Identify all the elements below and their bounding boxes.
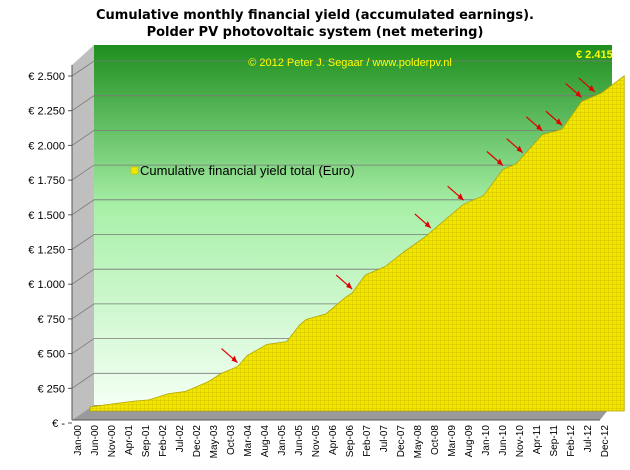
x-tick-label: Apr-01 xyxy=(124,425,135,455)
x-tick-label: May-08 xyxy=(413,425,424,459)
x-tick-label: Sep-11 xyxy=(549,425,560,457)
annotation-arrowhead xyxy=(536,123,543,131)
y-tick-label: € 250 xyxy=(37,383,65,395)
gridline xyxy=(71,60,612,77)
y-tick-label: € 750 xyxy=(37,314,65,326)
x-tick-label: Jul-12 xyxy=(583,425,594,453)
chart-title-line-1: Cumulative monthly financial yield (accu… xyxy=(95,8,534,23)
x-tick-label: Jul-02 xyxy=(175,425,186,453)
annotation-arrowhead xyxy=(516,145,523,153)
x-axis: Jan-00 Jun-00 Nov-00 Apr-01 Sep-01 Feb-02 Jul-… xyxy=(72,419,611,459)
y-tick-label: € 1.250 xyxy=(28,245,65,257)
y-tick-label: € 2.500 xyxy=(28,71,65,83)
x-tick-label: Mar-09 xyxy=(447,425,458,457)
x-tick-label: Aug-04 xyxy=(260,425,271,458)
annotation-arrowhead xyxy=(457,193,464,201)
x-tick-label: Oct-08 xyxy=(430,425,441,455)
x-tick-label: Nov-00 xyxy=(107,425,118,458)
x-tick-label: Dec-02 xyxy=(192,425,203,458)
x-tick-label: Mar-04 xyxy=(243,425,254,457)
x-tick-label: Jun-05 xyxy=(294,425,305,456)
annotation-arrows xyxy=(221,77,596,364)
x-tick-label: Feb-02 xyxy=(158,425,169,457)
x-tick-label: Nov-05 xyxy=(311,425,322,458)
y-tick-label: € 1.500 xyxy=(28,210,65,222)
x-tick-label: Aug-09 xyxy=(464,425,475,458)
legend-label: Cumulative financial yield total (Euro) xyxy=(140,163,355,178)
y-tick-label: € 1.000 xyxy=(28,279,65,291)
legend-swatch xyxy=(130,166,139,175)
annotation-arrowhead xyxy=(231,355,238,363)
annotation-arrowhead xyxy=(346,282,353,290)
annotation-arrowhead xyxy=(588,84,595,92)
x-tick-label: Apr-11 xyxy=(532,425,543,455)
y-tick-label: € - xyxy=(52,418,65,430)
y-tick-label: € 1.750 xyxy=(28,175,65,187)
chart-title-line-2: Polder PV photovoltaic system (net meter… xyxy=(146,25,484,40)
annotation-arrowhead xyxy=(496,158,503,166)
y-tick-label: € 2.250 xyxy=(28,106,65,118)
gridlines xyxy=(71,60,612,389)
x-tick-label: Feb-12 xyxy=(566,425,577,457)
x-tick-label: Jan-05 xyxy=(277,425,288,456)
x-tick-label: Jan-10 xyxy=(481,425,492,456)
annotation-arrowhead xyxy=(555,118,562,126)
x-tick-label: Apr-06 xyxy=(328,425,339,455)
x-tick-label: Nov-10 xyxy=(515,425,526,458)
x-tick-label: Jul-07 xyxy=(379,425,390,453)
gridline xyxy=(71,95,612,112)
gridline xyxy=(71,164,612,181)
x-tick-label: May-03 xyxy=(209,425,220,459)
x-tick-label: Feb-07 xyxy=(362,425,373,457)
x-tick-label: Jan-00 xyxy=(73,425,84,456)
cumulative-yield-area xyxy=(89,74,625,412)
gridline xyxy=(71,199,612,216)
x-tick-label: Dec-07 xyxy=(396,425,407,458)
gridline xyxy=(71,130,612,146)
x-tick-label: Dec-12 xyxy=(600,425,611,458)
watermark: © 2012 Peter J. Segaar / www.polderpv.nl xyxy=(248,57,452,69)
y-axis: € - € 250 € 500 € 750 € 1.000 € 1.250 € 1.500 €… xyxy=(28,65,73,430)
x-tick-label: Jun-00 xyxy=(90,425,101,456)
annotation-arrowhead xyxy=(575,90,582,98)
x-tick-label: Sep-01 xyxy=(141,425,152,458)
y-tick-label: € 500 xyxy=(37,349,65,361)
y-tick-label: € 2.000 xyxy=(28,140,65,152)
end-value-label: € 2.415 xyxy=(576,49,613,61)
annotation-arrowhead xyxy=(424,220,431,228)
side-wall xyxy=(72,45,94,420)
x-tick-label: Oct-03 xyxy=(226,425,237,455)
x-tick-label: Jun-10 xyxy=(498,425,509,456)
x-tick-label: Sep-06 xyxy=(345,425,356,458)
